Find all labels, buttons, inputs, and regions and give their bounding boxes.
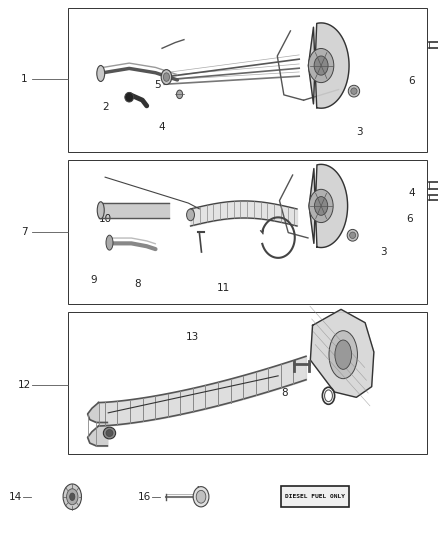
Bar — [68, 8, 427, 152]
Ellipse shape — [348, 85, 360, 97]
Ellipse shape — [350, 232, 356, 238]
Text: 16: 16 — [138, 492, 151, 502]
Text: 9: 9 — [91, 275, 98, 285]
Bar — [68, 160, 427, 304]
Ellipse shape — [163, 73, 170, 82]
Text: 3: 3 — [380, 247, 387, 256]
Ellipse shape — [187, 209, 194, 221]
Text: 6: 6 — [406, 214, 413, 223]
Text: 13: 13 — [186, 332, 199, 342]
Text: 10: 10 — [99, 214, 112, 223]
Text: 6: 6 — [408, 76, 415, 86]
Ellipse shape — [193, 487, 209, 507]
Text: 7: 7 — [21, 227, 28, 237]
Ellipse shape — [309, 189, 333, 223]
Ellipse shape — [125, 92, 134, 102]
Ellipse shape — [314, 56, 328, 75]
Ellipse shape — [106, 235, 113, 250]
Text: 5: 5 — [154, 80, 161, 90]
Ellipse shape — [351, 88, 357, 94]
Ellipse shape — [97, 201, 104, 219]
Text: 14: 14 — [9, 492, 22, 502]
Ellipse shape — [335, 340, 352, 369]
Ellipse shape — [103, 427, 116, 439]
Ellipse shape — [63, 484, 81, 510]
Text: 4: 4 — [408, 188, 415, 198]
Ellipse shape — [97, 66, 105, 82]
Ellipse shape — [177, 90, 183, 99]
Text: 11: 11 — [217, 283, 230, 293]
Ellipse shape — [161, 70, 172, 85]
Ellipse shape — [70, 493, 75, 500]
Text: 4: 4 — [159, 122, 166, 132]
Text: 8: 8 — [134, 279, 141, 288]
Text: 3: 3 — [356, 127, 363, 137]
Text: DIESEL FUEL ONLY: DIESEL FUEL ONLY — [286, 494, 345, 499]
Bar — [281, 486, 349, 507]
Ellipse shape — [347, 229, 358, 241]
Ellipse shape — [196, 490, 206, 503]
Ellipse shape — [308, 49, 334, 83]
Ellipse shape — [67, 489, 78, 505]
Text: 1: 1 — [21, 74, 28, 84]
Text: 15: 15 — [285, 492, 298, 502]
Ellipse shape — [106, 430, 113, 437]
Ellipse shape — [314, 197, 328, 215]
Bar — [68, 312, 427, 454]
Text: 12: 12 — [18, 380, 31, 390]
Ellipse shape — [329, 330, 357, 378]
Polygon shape — [309, 164, 348, 247]
Text: 2: 2 — [102, 102, 109, 111]
Polygon shape — [311, 309, 374, 397]
Text: 8: 8 — [281, 389, 288, 398]
Polygon shape — [308, 23, 349, 108]
